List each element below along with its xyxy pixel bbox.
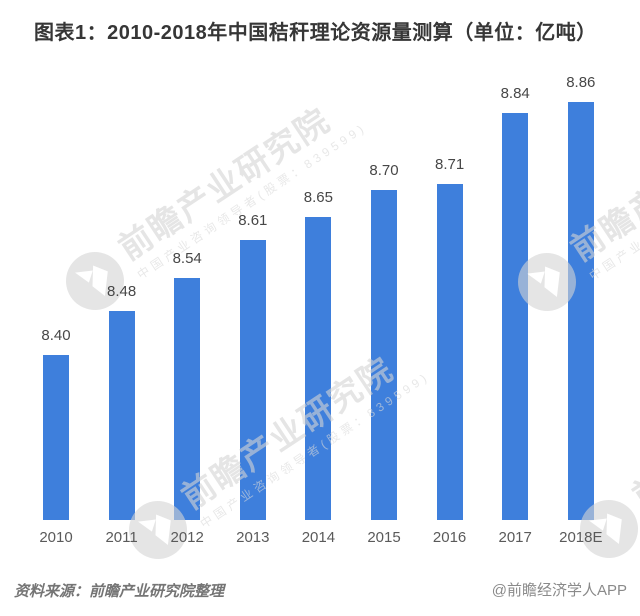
x-axis-label: 2016	[432, 529, 467, 546]
bar-value-label: 8.40	[41, 327, 71, 344]
bar	[371, 190, 397, 520]
watermark-brand-text: 前瞻产业研究院	[625, 348, 640, 515]
bar-value-label: 8.61	[238, 212, 268, 229]
bar	[174, 278, 201, 520]
bar-value-label: 8.54	[172, 250, 202, 267]
bar	[567, 102, 594, 520]
bar-value-label: 8.48	[106, 283, 137, 300]
x-axis-label: 2012	[170, 529, 204, 546]
bar	[108, 311, 135, 520]
bar-value-label: 8.84	[500, 85, 530, 102]
x-axis-label: 2018E	[559, 529, 603, 546]
x-axis-label: 2014	[301, 529, 336, 546]
bar-value-label: 8.70	[369, 162, 399, 179]
bar	[502, 113, 529, 520]
bar	[43, 355, 69, 520]
bar-value-label: 8.86	[566, 74, 596, 91]
bar	[436, 184, 463, 520]
credit-text: @前瞻经济学人APP	[491, 582, 627, 599]
chart-title: 图表1：2010-2018年中国秸秆理论资源量测算（单位：亿吨）	[34, 22, 597, 44]
x-axis-label: 2015	[367, 529, 401, 546]
x-axis-label: 2010	[39, 529, 73, 546]
bar	[239, 240, 266, 520]
bar-value-label: 8.71	[434, 156, 465, 173]
bar	[305, 217, 332, 520]
bar-value-label: 8.65	[303, 189, 333, 206]
x-axis-label: 2013	[236, 529, 270, 546]
x-axis-label: 2011	[105, 529, 138, 546]
source-note: 资料来源：前瞻产业研究院整理	[14, 583, 225, 600]
x-axis-label: 2017	[498, 529, 532, 546]
